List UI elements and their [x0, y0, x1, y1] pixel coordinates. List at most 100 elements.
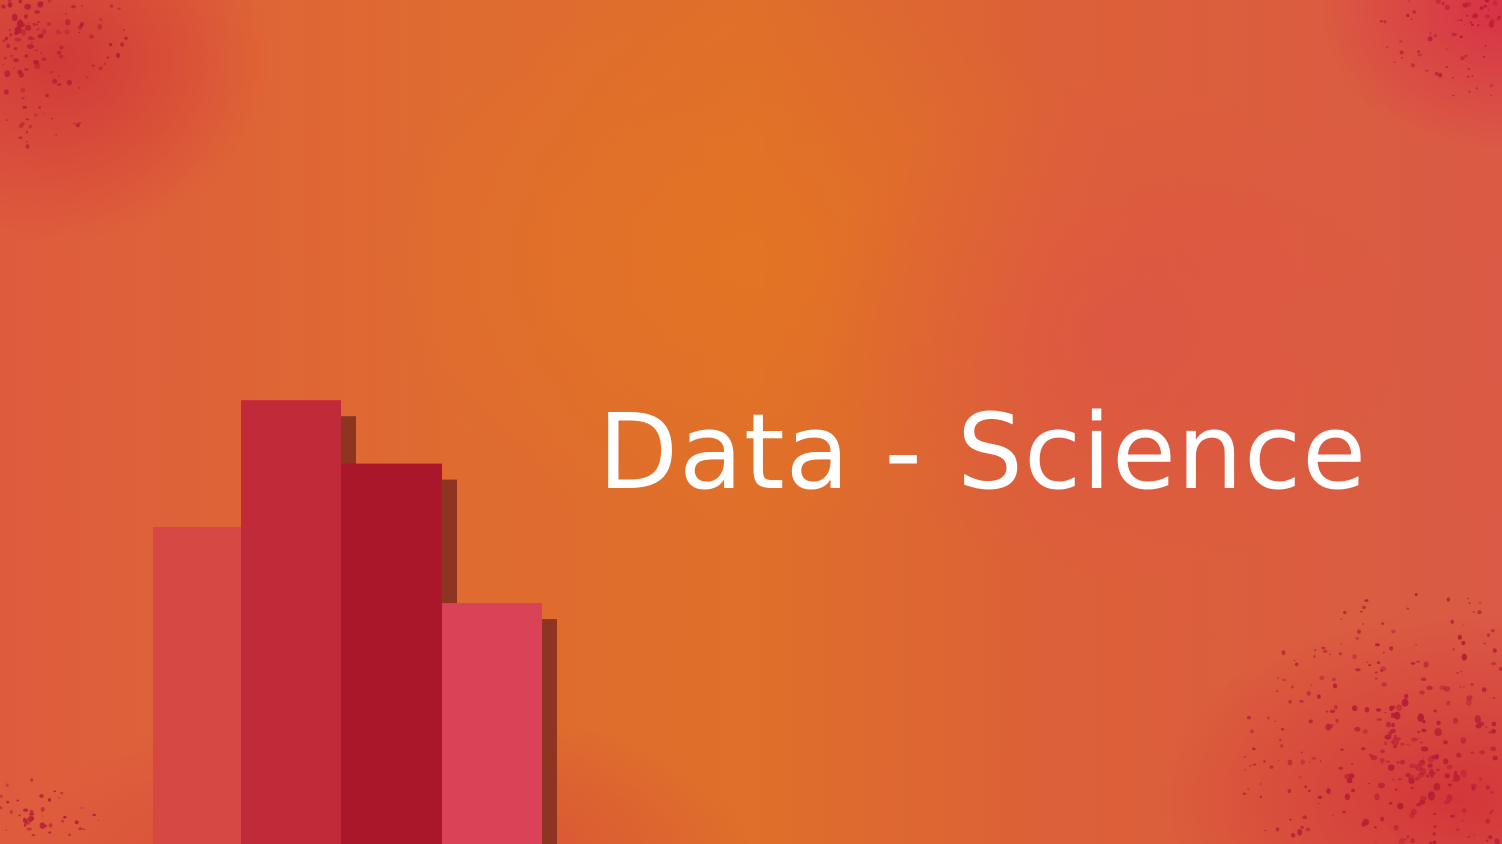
splatter-speck — [1461, 653, 1468, 661]
splatter-speck — [1419, 690, 1425, 695]
splatter-speck — [1483, 4, 1488, 8]
splatter-speck — [80, 806, 83, 810]
splatter-speck — [1311, 757, 1317, 760]
splatter-speck — [1433, 812, 1436, 816]
splatter-speck — [23, 808, 29, 812]
splatter-speck — [27, 22, 30, 24]
splatter-speck — [25, 140, 28, 143]
splatter-speck — [1344, 773, 1351, 780]
splatter-speck — [1486, 1, 1490, 3]
splatter-speck — [1392, 778, 1395, 781]
splatter-speck — [37, 106, 42, 109]
splatter-speck — [1384, 712, 1387, 714]
splatter-speck — [1450, 814, 1456, 818]
splatter-speck — [1297, 829, 1303, 836]
splatter-speck — [1398, 837, 1405, 844]
splatter-speck — [5, 783, 9, 787]
splatter-speck — [108, 42, 113, 47]
splatter-speck — [1379, 758, 1385, 763]
splatter-speck — [30, 37, 36, 41]
splatter-speck — [18, 0, 22, 4]
splatter-speck — [1445, 48, 1448, 50]
splatter-speck — [1314, 649, 1317, 652]
splatter-speck — [1490, 746, 1497, 751]
splatter-speck — [1374, 671, 1378, 674]
splatter-speck — [1290, 833, 1296, 838]
splatter-speck — [1306, 690, 1311, 696]
splatter-speck — [1422, 719, 1426, 724]
splatter-speck — [1466, 75, 1470, 79]
splatter-speck — [5, 829, 8, 831]
splatter-speck — [1461, 808, 1467, 813]
splatter-speck — [1302, 815, 1308, 820]
splatter-speck — [1300, 759, 1305, 765]
bar-3 — [341, 463, 442, 844]
splatter-speck — [31, 817, 34, 820]
splatter-speck — [99, 17, 103, 21]
splatter-speck — [80, 21, 85, 26]
splatter-speck — [1461, 640, 1466, 646]
splatter-speck — [1414, 593, 1418, 597]
splatter-speck — [20, 87, 26, 93]
splatter-speck — [1364, 599, 1369, 602]
splatter-speck — [1244, 768, 1247, 771]
splatter-speck — [1477, 610, 1482, 615]
splatter-speck — [1427, 763, 1433, 768]
splatter-speck — [1340, 748, 1344, 751]
splatter-speck — [1277, 677, 1280, 679]
splatter-speck — [1452, 648, 1455, 651]
splatter-speck — [117, 7, 121, 10]
splatter-speck — [1294, 662, 1299, 667]
splatter-speck — [75, 122, 81, 128]
splatter-speck — [64, 29, 70, 35]
splatter-speck — [1342, 810, 1346, 814]
splatter-speck — [1381, 682, 1388, 687]
splatter-speck — [1275, 827, 1280, 832]
splatter-speck — [1376, 708, 1382, 712]
splatter-speck — [1434, 728, 1442, 737]
splatter-speck — [46, 21, 52, 27]
splatter-speck — [1429, 768, 1434, 774]
splatter-speck — [35, 9, 40, 14]
splatter-speck — [1282, 678, 1287, 682]
splatter-speck — [1377, 782, 1385, 789]
splatter-speck — [1456, 752, 1462, 758]
splatter-speck — [1380, 749, 1385, 754]
splatter-speck — [68, 833, 71, 837]
splatter-speck — [85, 76, 89, 79]
splatter-speck — [23, 14, 29, 19]
splatter-speck — [1479, 6, 1484, 10]
splatter-speck — [8, 28, 12, 32]
splatter-speck — [25, 118, 29, 121]
splatter-speck — [1309, 761, 1311, 763]
splatter-speck — [1362, 818, 1370, 826]
splatter-speck — [1464, 54, 1468, 58]
splatter-speck — [1375, 643, 1380, 647]
splatter-speck — [1411, 737, 1418, 742]
splatter-speck — [1420, 795, 1427, 802]
splatter-speck — [1289, 818, 1292, 821]
splatter-speck — [1393, 745, 1397, 749]
bar-2 — [241, 400, 341, 844]
splatter-speck — [1438, 72, 1443, 78]
splatter-speck — [1411, 774, 1414, 777]
splatter-speck — [24, 54, 28, 58]
splatter-speck — [1460, 671, 1463, 673]
splatter-speck — [1247, 716, 1251, 720]
splatter-speck — [1287, 759, 1293, 766]
splatter-speck — [1487, 9, 1491, 11]
splatter-speck — [1277, 760, 1280, 761]
splatter-speck — [1259, 783, 1262, 785]
splatter-speck — [78, 827, 83, 830]
splatter-speck — [1448, 783, 1452, 787]
splatter-speck — [1374, 793, 1380, 801]
splatter-speck — [1469, 22, 1473, 24]
splatter-speck — [35, 23, 39, 26]
splatter-speck — [1308, 789, 1311, 793]
splatter-speck — [2, 39, 6, 42]
splatter-speck — [30, 778, 34, 782]
splatter-speck — [1436, 768, 1440, 772]
splatter-speck — [103, 62, 107, 66]
